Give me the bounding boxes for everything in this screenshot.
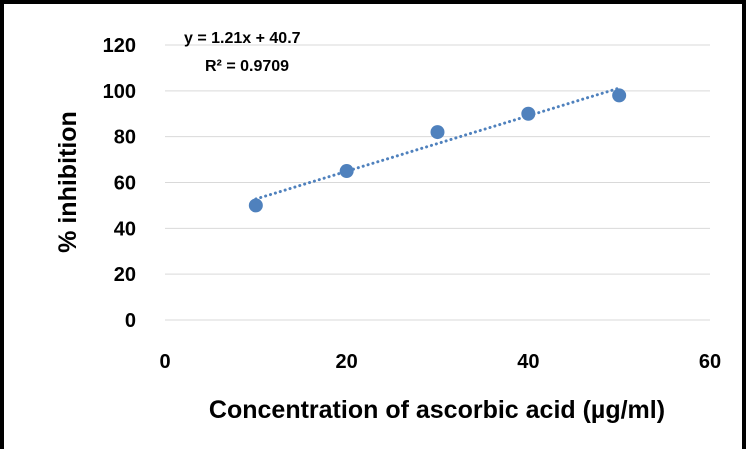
x-tick-label: 60 <box>699 351 721 373</box>
data-point <box>430 125 445 140</box>
y-axis-title: % inhibition <box>54 111 82 253</box>
data-points <box>248 88 627 213</box>
y-tick-label: 120 <box>103 35 136 57</box>
x-tick-label: 20 <box>336 351 358 373</box>
trendline-equation: y = 1.21x + 40.7 <box>184 30 301 47</box>
data-point <box>339 164 354 179</box>
y-tick-label: 100 <box>103 81 136 103</box>
data-point <box>612 88 627 103</box>
y-tick-labels: 0 20 40 60 80 100 120 <box>103 35 136 332</box>
r-squared-label: R² = 0.9709 <box>205 58 289 75</box>
x-tick-label: 40 <box>517 351 539 373</box>
y-tick-label: 40 <box>114 218 136 240</box>
y-tick-label: 80 <box>114 127 136 149</box>
y-tick-label: 60 <box>114 173 136 195</box>
data-point <box>248 198 263 213</box>
gridlines <box>165 44 710 321</box>
y-tick-label: 20 <box>114 264 136 286</box>
trendline <box>254 86 621 201</box>
x-axis-title: Concentration of ascorbic acid (µg/ml) <box>209 396 665 424</box>
x-tick-label: 0 <box>159 351 170 373</box>
x-tick-labels: 0 20 40 60 <box>159 351 721 373</box>
y-tick-label: 0 <box>125 310 136 332</box>
data-point <box>521 106 536 121</box>
